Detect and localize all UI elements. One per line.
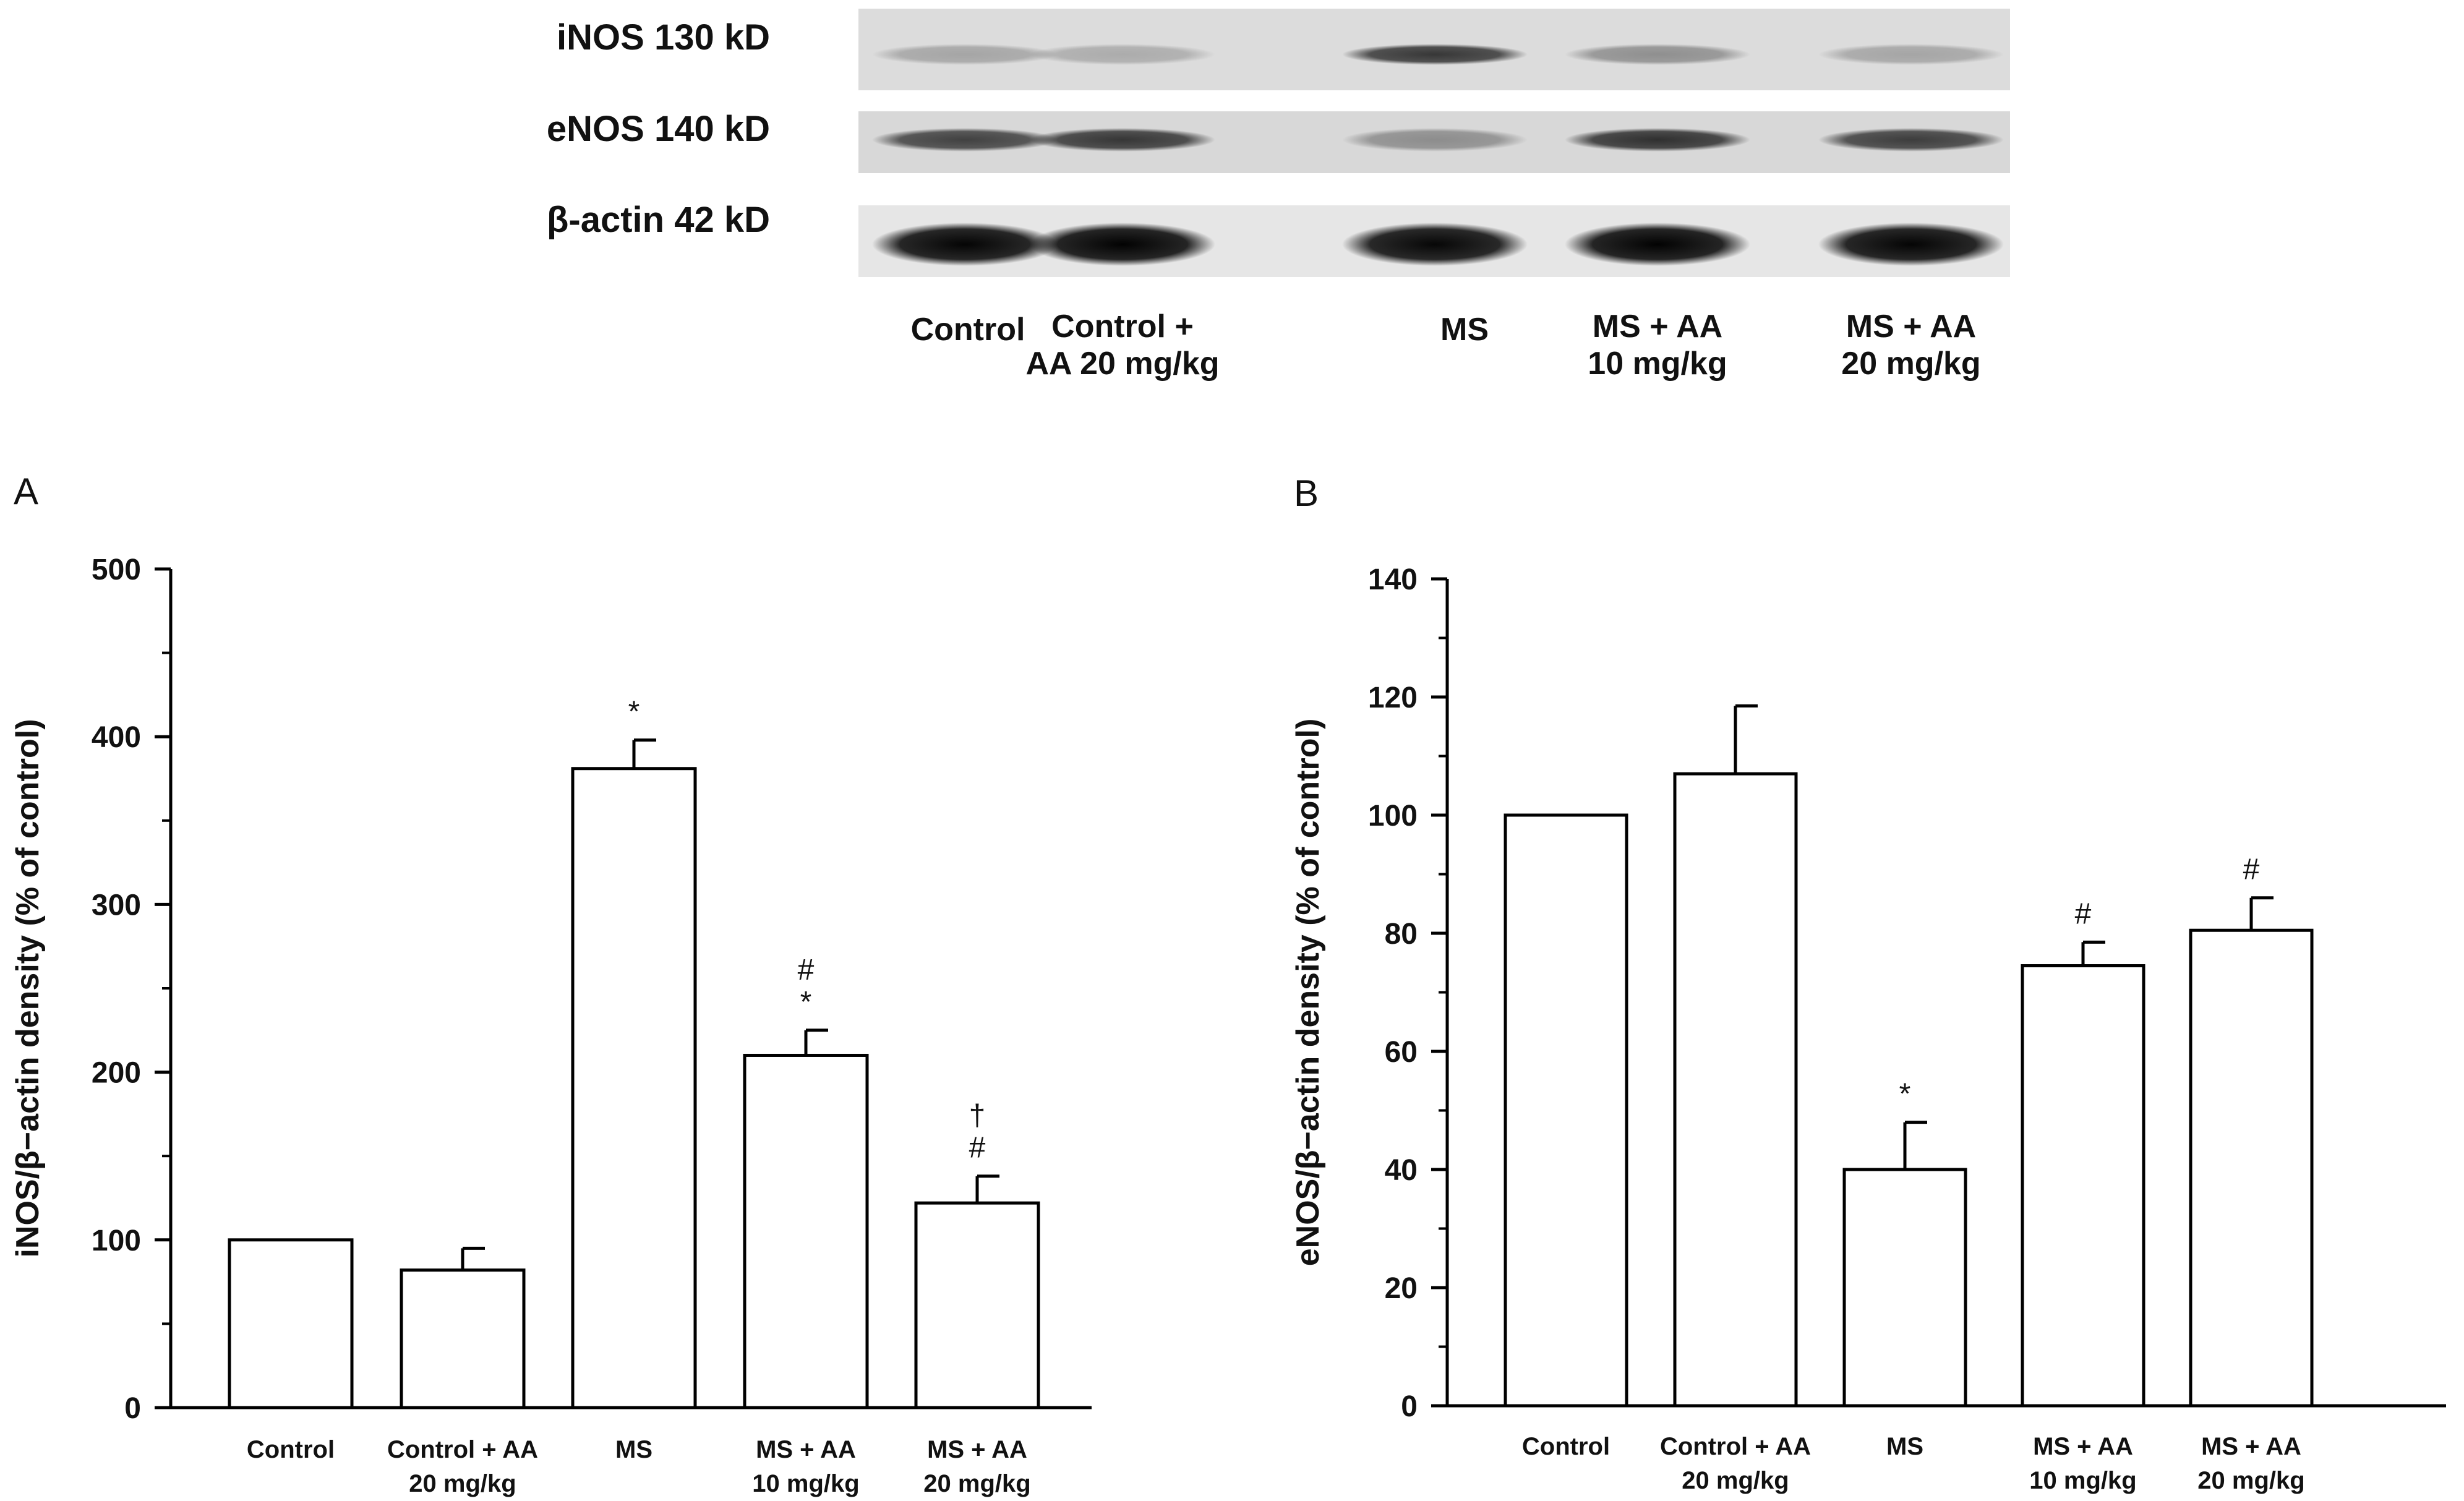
x-category-label: 20 mg/kg [1682,1467,1789,1494]
blot-lane-label: 20 mg/kg [1841,346,1980,382]
bar [1842,1168,1967,1408]
x-category-label: Control [1522,1433,1610,1460]
y-tick-label: 400 [92,721,141,754]
x-category-label: 20 mg/kg [923,1470,1030,1497]
blot-band [1342,44,1528,65]
x-category-label: MS [615,1436,652,1463]
y-tick-label: 500 [92,554,141,586]
blot-band [1030,128,1215,152]
significance-marker: # [798,954,815,986]
blot-band [1030,44,1215,65]
y-tick-label: 300 [92,889,141,922]
bar [228,1238,354,1409]
x-category-label: Control + AA [387,1436,538,1463]
x-category-label: MS + AA [756,1436,856,1463]
panel-b-chart: B 0 20 40 60 80 100 120 140 eNOS/β−actin density… [1290,473,2446,1494]
y-tick-label: 100 [1368,800,1418,832]
significance-marker: # [2075,897,2092,930]
blot-band [1565,44,1750,65]
y-tick-label: 40 [1385,1154,1418,1187]
x-category-label: Control + AA [1660,1433,1811,1460]
x-category-label: MS + AA [927,1436,1027,1463]
blot-band [1818,44,2004,65]
x-category-label: Control [247,1436,335,1463]
bar [2189,928,2314,1408]
blot-row-label: β-actin 42 kD [547,200,770,240]
x-category-label: 20 mg/kg [2197,1467,2304,1494]
x-category-label: 10 mg/kg [752,1470,859,1497]
y-tick-label: 0 [1401,1390,1418,1423]
blot-lane-label: MS [1440,312,1489,348]
blot-band [872,223,1058,266]
y-tick-label: 20 [1385,1272,1418,1305]
blot-lane-label: 10 mg/kg [1588,346,1727,382]
bar [571,767,697,1409]
x-category-label: MS + AA [2033,1433,2133,1460]
blot-band [1565,128,1750,152]
panel-a-chart: A 0 100 200 300 400 500 iNOS/β−actin density (… [10,471,1092,1497]
blot-band [1030,223,1215,266]
bar [1504,813,1628,1408]
x-category-label: MS + AA [2201,1433,2301,1460]
blot-band [1342,223,1528,266]
y-tick-label: 140 [1368,563,1418,596]
bar [400,1268,526,1409]
x-category-label: MS [1886,1433,1923,1460]
y-axis-label: eNOS/β−actin density (% of control) [1290,719,1326,1267]
significance-marker: # [2243,853,2260,886]
bar [914,1201,1040,1409]
y-tick-label: 200 [92,1057,141,1090]
significance-marker: # [969,1132,986,1165]
blot-lane-label: MS + AA [1846,309,1976,344]
blot-band [872,128,1058,152]
western-blot: iNOS 130 kD eNOS 140 kD β-actin 42 kD Contr… [547,9,2010,382]
y-axis-label: iNOS/β−actin density (% of control) [10,719,46,1257]
blot-band [1565,223,1750,266]
significance-marker: * [628,696,640,729]
y-tick-label: 80 [1385,918,1418,951]
blot-band [872,44,1058,65]
y-tick-label: 120 [1368,682,1418,714]
y-tick-label: 100 [92,1225,141,1257]
significance-marker: * [1899,1078,1911,1111]
blot-lane-label: Control [911,312,1025,348]
panel-a-letter: A [14,471,38,512]
y-tick-label: 60 [1385,1036,1418,1069]
x-category-label: 20 mg/kg [409,1470,516,1497]
bar [743,1053,869,1409]
bar [2021,964,2145,1408]
panel-b-letter: B [1294,473,1319,514]
blot-row-label: iNOS 130 kD [557,17,770,58]
blot-band [1818,223,2004,266]
bar [1673,772,1798,1408]
x-category-label: 10 mg/kg [2029,1467,2136,1494]
y-tick-label: 0 [124,1392,141,1425]
significance-marker: † [969,1100,986,1132]
blot-lane-label: Control + [1051,309,1194,344]
blot-band [1342,128,1528,152]
significance-marker: * [800,986,812,1019]
blot-lane-label: MS + AA [1593,309,1722,344]
blot-band [1818,128,2004,152]
blot-row-label: eNOS 140 kD [547,109,770,149]
blot-lane-label: AA 20 mg/kg [1025,346,1219,382]
